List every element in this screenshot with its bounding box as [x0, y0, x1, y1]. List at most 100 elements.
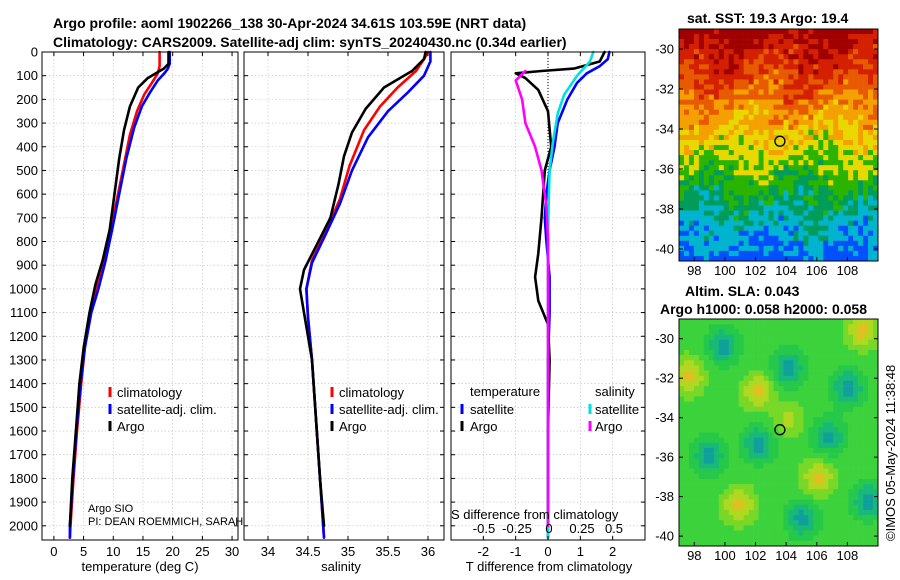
sla-cell: [708, 422, 715, 428]
sla-cell: [788, 349, 794, 356]
sla-cell: [863, 504, 869, 511]
sla-cell: [808, 360, 814, 366]
sst-cell: [818, 190, 824, 196]
x-tick-label: 35: [341, 544, 355, 559]
sla-cell: [683, 380, 690, 387]
sla-cell: [798, 422, 804, 428]
sst-cell: [688, 34, 695, 40]
sst-cell: [703, 195, 710, 201]
sst-title: sat. SST: 19.3 Argo: 19.4: [687, 10, 849, 26]
sla-cell: [718, 411, 725, 418]
sst-cell: [788, 185, 794, 191]
sst-cell: [758, 99, 764, 105]
sst-cell: [713, 175, 720, 181]
sla-cell: [833, 509, 839, 516]
sla-cell: [683, 447, 690, 454]
sla-cell: [798, 344, 804, 351]
sst-cell: [868, 49, 874, 55]
sla-cell: [728, 422, 735, 428]
sst-cell: [823, 170, 829, 176]
sla-cell: [718, 319, 725, 325]
sst-cell: [698, 99, 705, 105]
sst-cell: [783, 170, 789, 176]
sla-cell: [863, 535, 869, 542]
sla-cell: [813, 525, 819, 531]
sst-cell: [703, 99, 710, 105]
sst-cell: [858, 59, 864, 65]
sst-cell: [679, 150, 685, 156]
sla-cell: [818, 489, 824, 495]
sla-cell: [763, 535, 769, 542]
sla-cell: [683, 535, 690, 542]
sla-cell: [813, 447, 819, 454]
sst-cell: [798, 255, 804, 262]
sla-cell: [703, 319, 710, 325]
sst-cell: [808, 250, 814, 257]
sla-cell: [863, 386, 869, 392]
sla-cell: [783, 344, 789, 351]
sla-cell: [703, 375, 710, 382]
sla-cell: [778, 427, 784, 433]
sst-cell: [763, 39, 769, 45]
sst-cell: [703, 250, 710, 257]
sst-cell: [733, 170, 739, 176]
sla-cell: [863, 380, 869, 387]
sst-cell: [693, 29, 700, 35]
sla-cell: [738, 525, 744, 531]
sla-cell: [808, 427, 814, 433]
sst-cell: [863, 99, 869, 105]
sla-cell: [723, 324, 730, 330]
sst-cell: [798, 210, 804, 216]
sst-cell: [843, 119, 849, 126]
sst-cell: [858, 215, 864, 221]
sst-cell: [693, 180, 700, 186]
sst-cell: [833, 139, 839, 146]
sla-cell: [823, 375, 829, 382]
sla-cell: [803, 344, 809, 351]
sla-cell: [838, 468, 844, 475]
sla-cell: [813, 468, 819, 475]
sla-cell: [698, 447, 705, 454]
sst-cell: [758, 225, 764, 232]
sst-cell: [718, 89, 725, 95]
sla-cell: [708, 432, 715, 438]
sst-cell: [738, 119, 744, 126]
sst-cell: [748, 225, 754, 232]
sst-cell: [833, 114, 839, 121]
sla-cell: [808, 417, 814, 423]
sla-cell: [808, 375, 814, 382]
sla-cell: [773, 509, 779, 516]
sla-cell: [688, 504, 695, 511]
sst-cell: [728, 155, 735, 161]
sst-cell: [818, 245, 824, 252]
sla-cell: [803, 427, 809, 433]
sst-cell: [803, 235, 809, 242]
sla-cell: [858, 417, 864, 423]
sst-cell: [703, 230, 710, 237]
sst-cell: [793, 205, 799, 211]
sst-cell: [733, 129, 739, 136]
sla-cell: [798, 468, 804, 475]
sst-cell: [748, 44, 754, 50]
sla-cell: [823, 386, 829, 392]
header-line2: Climatology: CARS2009. Satellite-adj cli…: [53, 34, 567, 50]
sla-cell: [778, 535, 784, 542]
sla-cell: [708, 411, 715, 418]
sst-cell: [828, 129, 834, 136]
sla-cell: [848, 349, 854, 356]
sst-cell: [768, 139, 774, 146]
sst-cell: [788, 129, 794, 136]
sla-cell: [863, 319, 869, 325]
sla-cell: [683, 489, 690, 495]
sst-cell: [803, 145, 809, 151]
sla-cell: [843, 406, 849, 413]
sst-cell: [753, 94, 759, 100]
sst-cell: [768, 124, 774, 131]
sst-cell: [858, 29, 864, 35]
sla-cell: [728, 540, 735, 547]
sst-cell: [703, 205, 710, 211]
sst-cell: [863, 145, 869, 151]
sla-cell: [718, 375, 725, 382]
sla-cell: [823, 344, 829, 351]
sla-cell: [843, 411, 849, 418]
